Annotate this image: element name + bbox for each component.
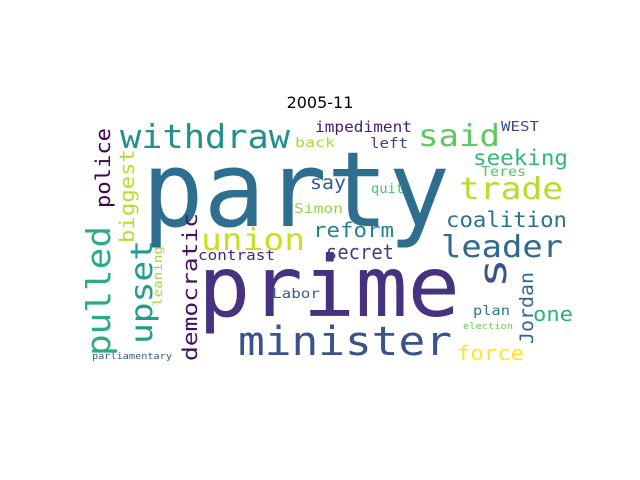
word-left: left [370, 136, 408, 152]
word-democratic: democratic [178, 213, 202, 361]
word-union: union [201, 223, 305, 258]
word-trade: trade [459, 172, 563, 207]
word-parliamentary: parliamentary [92, 352, 173, 362]
word-leaning: leaning [151, 246, 165, 306]
word-secret: secret [326, 240, 394, 264]
word-biggest: biggest [115, 149, 139, 243]
word-jordan: Jordan [516, 272, 538, 344]
word-quit: quit [371, 182, 404, 197]
word-party: party [142, 129, 450, 251]
word-prime: prime [198, 238, 460, 336]
word-back: back [295, 136, 335, 151]
word-plan: plan [473, 304, 510, 319]
word-reform: reform [313, 218, 394, 242]
word-impediment: impediment [315, 118, 412, 136]
word-said: said [418, 119, 500, 154]
figure-title: 2005-11 [286, 93, 354, 112]
word-upset: upset [125, 240, 160, 344]
word-say: say [310, 172, 346, 194]
word-pulled: pulled [79, 226, 118, 356]
word-withdraw: withdraw [120, 117, 290, 156]
word-s: s [471, 258, 515, 288]
word-simon: Simon [294, 202, 343, 217]
word-contrast: contrast [198, 248, 275, 264]
word-one: one [533, 302, 573, 326]
word-coalition: coalition [446, 208, 567, 232]
word-labor: Labor [272, 287, 320, 302]
word-west: WEST [501, 120, 539, 135]
word-minister: minister [238, 319, 452, 365]
word-teres: Teres [481, 165, 526, 180]
word-seeking: seeking [473, 146, 568, 170]
word-election: election [463, 322, 513, 332]
word-force: force [457, 341, 524, 365]
word-leader: leader [441, 230, 563, 265]
word-police: police [91, 128, 115, 208]
